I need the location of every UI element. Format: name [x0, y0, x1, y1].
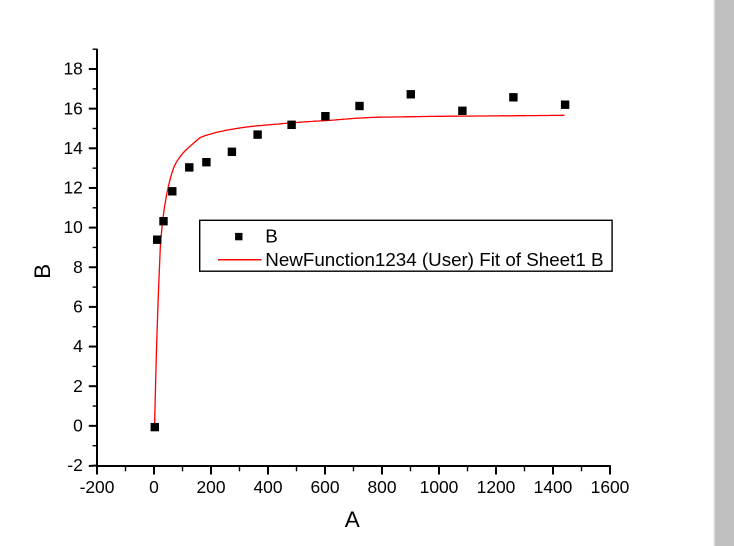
svg-text:600: 600: [310, 477, 339, 497]
svg-text:-2: -2: [67, 455, 82, 475]
svg-text:4: 4: [73, 336, 83, 356]
svg-text:800: 800: [367, 477, 396, 497]
svg-text:0: 0: [149, 477, 159, 497]
svg-text:B: B: [30, 264, 55, 279]
svg-text:1000: 1000: [420, 477, 459, 497]
svg-text:200: 200: [196, 477, 225, 497]
svg-text:12: 12: [63, 178, 82, 198]
svg-text:1400: 1400: [534, 477, 573, 497]
svg-text:2: 2: [73, 376, 83, 396]
svg-text:18: 18: [63, 59, 82, 79]
svg-text:8: 8: [73, 257, 83, 277]
svg-text:16: 16: [63, 98, 82, 118]
svg-text:400: 400: [253, 477, 282, 497]
svg-text:-200: -200: [80, 477, 115, 497]
svg-text:A: A: [345, 507, 360, 532]
svg-text:NewFunction1234 (User) Fit of: NewFunction1234 (User) Fit of Sheet1 B: [265, 249, 603, 270]
svg-text:0: 0: [73, 415, 83, 435]
svg-text:14: 14: [63, 138, 83, 158]
svg-text:1600: 1600: [591, 477, 630, 497]
svg-text:B: B: [265, 225, 278, 246]
svg-text:6: 6: [73, 297, 83, 317]
svg-text:1200: 1200: [477, 477, 516, 497]
svg-text:10: 10: [63, 217, 82, 237]
